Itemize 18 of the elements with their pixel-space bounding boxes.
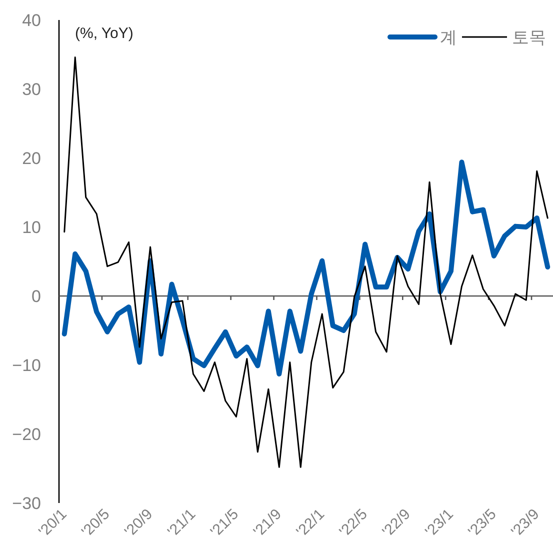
- y-tick-label: −20: [12, 425, 41, 444]
- legend-label: 계: [440, 28, 457, 47]
- y-tick-label: 40: [22, 11, 41, 30]
- y-tick-label: −10: [12, 356, 41, 375]
- annotation: (%, YoY): [75, 25, 134, 42]
- x-tick-label: '22/9: [379, 506, 414, 540]
- x-tick-label: '20/9: [121, 506, 156, 540]
- x-tick-label: '22/1: [293, 506, 328, 540]
- x-tick-label: '23/1: [422, 506, 457, 540]
- legend-label: 토목: [512, 28, 546, 47]
- x-tick-label: '23/9: [508, 506, 543, 540]
- y-tick-label: 20: [22, 149, 41, 168]
- y-tick-label: 10: [22, 218, 41, 237]
- y-tick-label: −30: [12, 494, 41, 513]
- y-tick-label: 30: [22, 80, 41, 99]
- y-tick-label: 0: [32, 287, 41, 306]
- x-tick-label: '21/9: [250, 506, 285, 540]
- x-tick-label: '21/1: [164, 506, 200, 540]
